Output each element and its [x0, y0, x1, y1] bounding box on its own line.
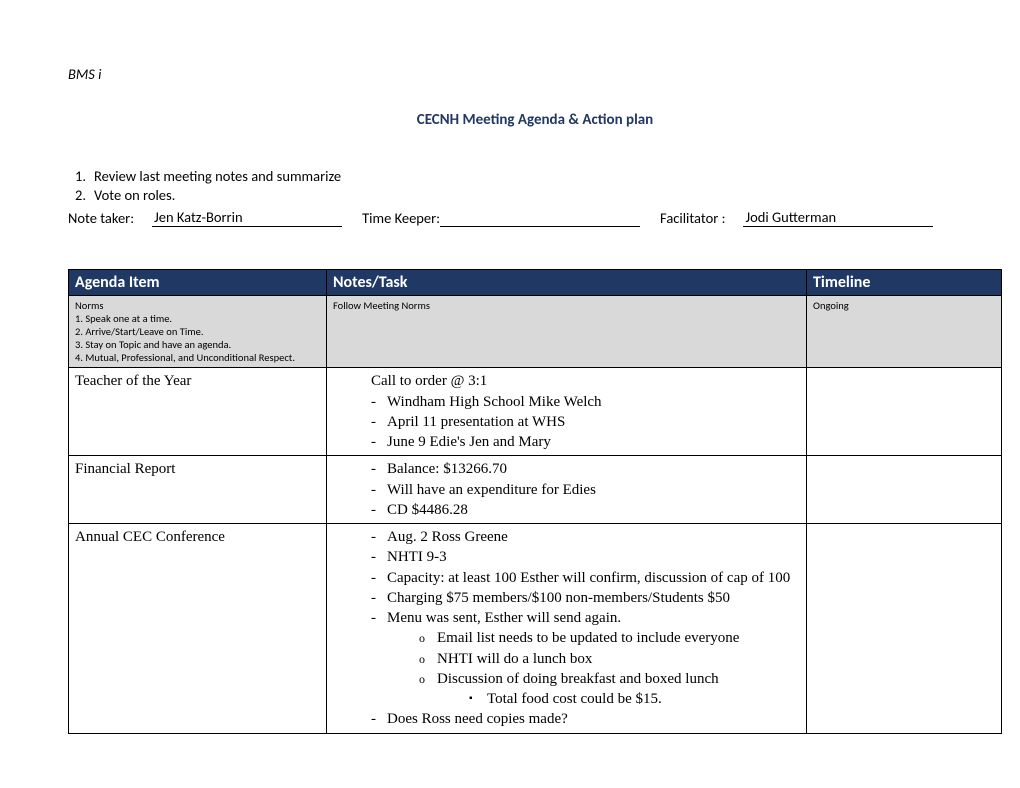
- facilitator-label: Facilitator :: [660, 209, 725, 227]
- notes-cell: Balance: $13266.70Will have an expenditu…: [327, 456, 807, 524]
- sub-bullet-item: NHTI will do a lunch box: [419, 649, 800, 669]
- norms-line: 2. Arrive/Start/Leave on Time.: [75, 325, 320, 338]
- norms-line: 1. Speak one at a time.: [75, 312, 320, 325]
- bullet-item: Windham High School Mike Welch: [371, 392, 800, 412]
- col-notes-task: Notes/Task: [327, 269, 807, 295]
- norms-timeline: Ongoing: [807, 295, 1002, 368]
- facilitator-value: Jodi Gutterman: [743, 208, 933, 227]
- note-taker-label: Note taker:: [68, 209, 134, 227]
- norms-row: Norms 1. Speak one at a time. 2. Arrive/…: [69, 295, 1002, 368]
- norms-title: Norms: [75, 299, 320, 312]
- bullet-item: Capacity: at least 100 Esther will confi…: [371, 568, 800, 588]
- timeline-cell: [807, 524, 1002, 734]
- notes-lead: Call to order @ 3:1: [333, 371, 800, 391]
- notes-cell: Call to order @ 3:1 Windham High School …: [327, 368, 807, 456]
- sub-sub-bullet-item: Total food cost could be $15.: [469, 689, 800, 709]
- bullet-item: Balance: $13266.70: [371, 459, 800, 479]
- bullet-item: Will have an expenditure for Edies: [371, 480, 800, 500]
- list-item: Vote on roles.: [94, 186, 175, 205]
- col-agenda-item: Agenda Item: [69, 269, 327, 295]
- note-taker-value: Jen Katz-Borrin: [152, 208, 342, 227]
- norms-notes: Follow Meeting Norms: [327, 295, 807, 368]
- sub-bullet-item: Discussion of doing breakfast and boxed …: [419, 669, 800, 710]
- agenda-item-cell: Teacher of the Year: [69, 368, 327, 456]
- norms-line: 3. Stay on Topic and have an agenda.: [75, 338, 320, 351]
- bullet-item: Does Ross need copies made?: [371, 709, 800, 729]
- roles-line: Note taker: Jen Katz-Borrin Time Keeper:…: [68, 208, 1002, 227]
- table-row: Financial Report Balance: $13266.70Will …: [69, 456, 1002, 524]
- norms-cell: Norms 1. Speak one at a time. 2. Arrive/…: [69, 295, 327, 368]
- list-num: 1.: [68, 167, 94, 186]
- bullet-item: CD $4486.28: [371, 500, 800, 520]
- time-keeper-label: Time Keeper:: [362, 209, 440, 227]
- bullet-item: April 11 presentation at WHS: [371, 412, 800, 432]
- bullet-item: Charging $75 members/$100 non-members/St…: [371, 588, 800, 608]
- pre-list: 1.Review last meeting notes and summariz…: [68, 167, 1002, 205]
- table-row: Teacher of the Year Call to order @ 3:1 …: [69, 368, 1002, 456]
- list-item: Review last meeting notes and summarize: [94, 167, 341, 186]
- page-title: CECNH Meeting Agenda & Action plan: [68, 111, 1002, 129]
- agenda-item-cell: Annual CEC Conference: [69, 524, 327, 734]
- bullet-item: Menu was sent, Esther will send again.Em…: [371, 608, 800, 709]
- table-row: Annual CEC Conference Aug. 2 Ross Greene…: [69, 524, 1002, 734]
- timeline-cell: [807, 368, 1002, 456]
- sub-bullet-item: Email list needs to be updated to includ…: [419, 628, 800, 648]
- bullet-item: June 9 Edie's Jen and Mary: [371, 432, 800, 452]
- list-num: 2.: [68, 186, 94, 205]
- col-timeline: Timeline: [807, 269, 1002, 295]
- agenda-item-cell: Financial Report: [69, 456, 327, 524]
- norms-line: 4. Mutual, Professional, and Uncondition…: [75, 351, 320, 364]
- timeline-cell: [807, 456, 1002, 524]
- notes-cell: Aug. 2 Ross GreeneNHTI 9-3Capacity: at l…: [327, 524, 807, 734]
- time-keeper-value: [440, 226, 640, 227]
- bullet-item: NHTI 9-3: [371, 547, 800, 567]
- agenda-table: Agenda Item Notes/Task Timeline Norms 1.…: [68, 269, 1002, 734]
- doc-code: BMS i: [68, 65, 1002, 83]
- bullet-item: Aug. 2 Ross Greene: [371, 527, 800, 547]
